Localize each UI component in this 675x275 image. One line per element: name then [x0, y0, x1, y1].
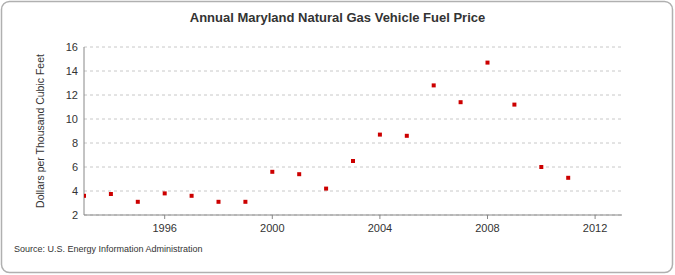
- y-tick-label: 6: [72, 161, 78, 173]
- point: [351, 159, 355, 163]
- point: [297, 172, 301, 176]
- x-tick-label: 2012: [583, 222, 607, 234]
- point: [324, 187, 328, 191]
- point: [566, 176, 570, 180]
- chart-container: Annual Maryland Natural Gas Vehicle Fuel…: [0, 0, 675, 275]
- y-axis-label: Dollars per Thousand Cubic Feet: [34, 54, 46, 208]
- grid-line: [84, 191, 622, 192]
- grid-line: [84, 119, 622, 120]
- point: [163, 191, 167, 195]
- x-tick-label: 1996: [152, 222, 176, 234]
- grid-line: [84, 215, 622, 216]
- grid-line: [84, 95, 622, 96]
- point: [84, 194, 86, 198]
- y-tick-label: 8: [72, 137, 78, 149]
- point: [539, 165, 543, 169]
- point: [432, 83, 436, 87]
- x-tick: [487, 215, 488, 219]
- title: Annual Maryland Natural Gas Vehicle Fuel…: [190, 10, 486, 25]
- grid-line: [84, 71, 622, 72]
- chart-svg: Annual Maryland Natural Gas Vehicle Fuel…: [0, 0, 675, 275]
- point: [109, 192, 113, 196]
- point: [270, 170, 274, 174]
- x-tick-label: 2004: [368, 222, 392, 234]
- point: [486, 61, 490, 65]
- point: [136, 200, 140, 204]
- y-tick-label: 10: [66, 113, 78, 125]
- y-tick-label: 12: [66, 89, 78, 101]
- point: [405, 134, 409, 138]
- x-tick: [595, 215, 596, 219]
- y-axis: [84, 47, 85, 215]
- point: [217, 200, 221, 204]
- point: [378, 133, 382, 137]
- x-tick: [272, 215, 273, 219]
- y-tick-label: 16: [66, 41, 78, 53]
- source: Source: U.S. Energy Information Administ…: [14, 244, 203, 254]
- y-tick-label: 14: [66, 65, 78, 77]
- x-tick: [164, 215, 165, 219]
- grid-line: [84, 47, 622, 48]
- point: [190, 194, 194, 198]
- point: [243, 200, 247, 204]
- point: [459, 100, 463, 104]
- x-axis: [84, 215, 622, 216]
- x-tick: [379, 215, 380, 219]
- x-tick-label: 2000: [260, 222, 284, 234]
- point: [512, 103, 516, 107]
- y-tick-label: 2: [72, 209, 78, 221]
- grid-line: [84, 143, 622, 144]
- points: [84, 61, 570, 204]
- y-tick-label: 4: [72, 185, 78, 197]
- background: [2, 2, 673, 273]
- x-tick-label: 2008: [475, 222, 499, 234]
